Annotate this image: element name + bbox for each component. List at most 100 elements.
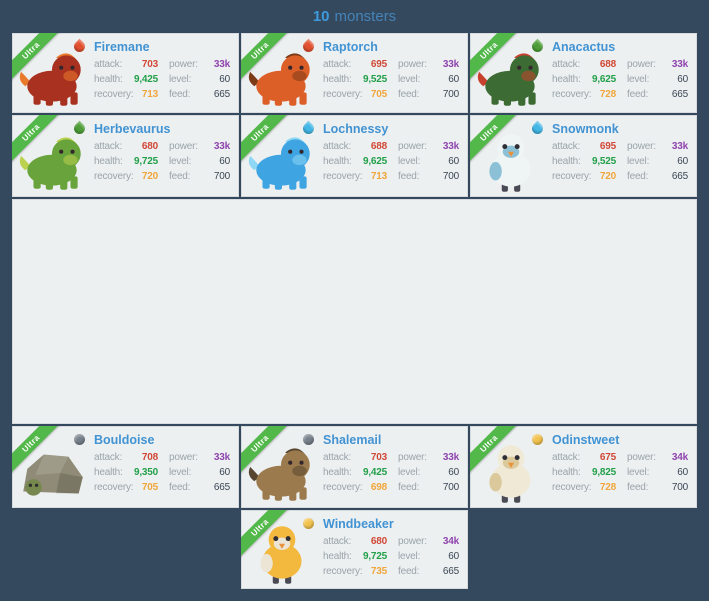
level-label: level: xyxy=(398,74,421,85)
recovery-value: 705 xyxy=(370,89,387,100)
monster-info: Shalemail attack: 703 power: 33k health:… xyxy=(303,426,459,495)
health-label: health: xyxy=(552,74,581,85)
card-row-4: Ultra Windbeaker attack: 680 power: 34k … xyxy=(12,510,697,589)
level-value: 60 xyxy=(677,156,688,167)
monster-name[interactable]: Lochnessy xyxy=(323,122,389,136)
power-value: 33k xyxy=(213,452,230,463)
level-value: 60 xyxy=(219,156,230,167)
feed-label: feed: xyxy=(169,89,191,100)
monster-name[interactable]: Herbevaurus xyxy=(94,122,171,136)
rock-element-icon xyxy=(303,434,314,445)
monster-card[interactable]: Ultra Bouldoise attack: 708 power: 33k h… xyxy=(12,426,239,508)
recovery-label: recovery: xyxy=(323,171,363,182)
stats-table: attack: 708 power: 33k health: 9,350 lev… xyxy=(94,450,230,495)
feed-value: 665 xyxy=(442,566,459,577)
attack-value: 695 xyxy=(370,59,387,70)
monster-card[interactable]: Ultra Herbevaurus attack: 680 power: 33k… xyxy=(12,115,239,197)
health-label: health: xyxy=(94,156,123,167)
attack-label: attack: xyxy=(94,452,123,463)
card-row-1: Ultra Firemane attack: 703 power: 33k he… xyxy=(12,33,697,113)
attack-label: attack: xyxy=(323,141,352,152)
rock-sprite-svg xyxy=(23,454,83,496)
power-label: power: xyxy=(627,452,656,463)
feed-value: 700 xyxy=(442,89,459,100)
level-label: level: xyxy=(398,156,421,167)
monster-sprite xyxy=(244,442,320,504)
attack-label: attack: xyxy=(552,141,581,152)
recovery-label: recovery: xyxy=(94,171,134,182)
level-value: 60 xyxy=(677,467,688,478)
rock-element-icon xyxy=(74,434,85,445)
monster-sprite xyxy=(15,131,91,193)
health-label: health: xyxy=(323,467,352,478)
monster-name[interactable]: Firemane xyxy=(94,40,150,54)
bird-sprite-svg xyxy=(260,526,302,584)
monster-info: Odinstweet attack: 675 power: 34k health… xyxy=(532,426,688,495)
level-label: level: xyxy=(169,467,192,478)
monster-card[interactable]: Ultra Lochnessy attack: 688 power: 33k h… xyxy=(241,115,468,197)
power-label: power: xyxy=(627,141,656,152)
bird-sprite-svg xyxy=(489,445,531,503)
power-label: power: xyxy=(169,452,198,463)
recovery-value: 698 xyxy=(370,482,387,493)
recovery-value: 728 xyxy=(599,482,616,493)
stats-table: attack: 680 power: 34k health: 9,725 lev… xyxy=(323,534,459,579)
monster-card[interactable]: Ultra Shalemail attack: 703 power: 33k h… xyxy=(241,426,468,508)
monster-sprite xyxy=(244,47,320,109)
air-element-icon xyxy=(303,518,314,529)
recovery-value: 713 xyxy=(370,171,387,182)
monster-name-row: Snowmonk xyxy=(529,120,688,139)
stats-table: attack: 695 power: 33k health: 9,525 lev… xyxy=(323,57,459,102)
feed-label: feed: xyxy=(627,89,649,100)
monster-name-row: Windbeaker xyxy=(303,515,459,534)
monster-card[interactable]: Ultra Odinstweet attack: 675 power: 34k … xyxy=(470,426,697,508)
health-label: health: xyxy=(323,156,352,167)
health-value: 9,525 xyxy=(362,74,387,85)
beast-sprite-svg xyxy=(248,448,310,501)
attack-label: attack: xyxy=(552,452,581,463)
attack-label: attack: xyxy=(323,536,352,547)
monster-name[interactable]: Bouldoise xyxy=(94,433,155,447)
monster-name[interactable]: Windbeaker xyxy=(323,517,394,531)
monster-name-row: Anacactus xyxy=(529,38,688,57)
monster-info: Windbeaker attack: 680 power: 34k health… xyxy=(303,510,459,579)
monster-name[interactable]: Shalemail xyxy=(323,433,382,447)
monster-info: Lochnessy attack: 688 power: 33k health:… xyxy=(300,115,459,184)
recovery-label: recovery: xyxy=(552,89,592,100)
card-row-3: Ultra Bouldoise attack: 708 power: 33k h… xyxy=(12,426,697,508)
attack-value: 680 xyxy=(141,141,158,152)
health-label: health: xyxy=(323,74,352,85)
health-label: health: xyxy=(94,74,123,85)
monster-name[interactable]: Anacactus xyxy=(552,40,616,54)
monster-sprite xyxy=(244,523,320,585)
monster-card[interactable]: Ultra Raptorch attack: 695 power: 33k he… xyxy=(241,33,468,113)
level-value: 60 xyxy=(219,74,230,85)
recovery-label: recovery: xyxy=(552,482,592,493)
health-value: 9,725 xyxy=(133,156,158,167)
monster-name[interactable]: Odinstweet xyxy=(552,433,620,447)
monster-name-row: Herbevaurus xyxy=(71,120,230,139)
monster-card[interactable]: Ultra Snowmonk attack: 695 power: 33k he… xyxy=(470,115,697,197)
attack-value: 708 xyxy=(141,452,158,463)
beast-sprite-svg xyxy=(19,137,81,190)
monster-name[interactable]: Raptorch xyxy=(323,40,378,54)
monster-card[interactable]: Ultra Firemane attack: 703 power: 33k he… xyxy=(12,33,239,113)
recovery-label: recovery: xyxy=(552,171,592,182)
power-value: 33k xyxy=(213,59,230,70)
monster-name-row: Odinstweet xyxy=(532,431,688,450)
beast-sprite-svg xyxy=(248,137,310,190)
monster-name-row: Raptorch xyxy=(300,38,459,57)
monster-name[interactable]: Snowmonk xyxy=(552,122,619,136)
monster-card[interactable]: Ultra Windbeaker attack: 680 power: 34k … xyxy=(241,510,468,589)
power-value: 33k xyxy=(442,452,459,463)
air-element-icon xyxy=(532,434,543,445)
monster-card[interactable]: Ultra Anacactus attack: 688 power: 33k h… xyxy=(470,33,697,113)
attack-value: 703 xyxy=(370,452,387,463)
recovery-value: 720 xyxy=(141,171,158,182)
feed-label: feed: xyxy=(398,171,420,182)
recovery-label: recovery: xyxy=(94,89,134,100)
power-label: power: xyxy=(398,141,427,152)
level-label: level: xyxy=(398,551,421,562)
monster-name-row: Shalemail xyxy=(303,431,459,450)
level-value: 60 xyxy=(448,156,459,167)
